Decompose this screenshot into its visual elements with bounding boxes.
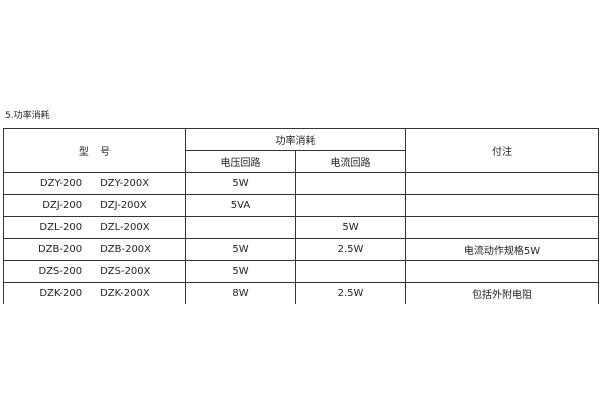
model-a: DZL-200 — [39, 222, 83, 233]
model-a: DZY-200 — [39, 178, 83, 189]
voltage-cell: 8W — [185, 282, 296, 304]
table-row: DZY-200 DZY-200X 5W — [3, 172, 599, 195]
model-cell: DZK-200 DZK-200X — [3, 282, 186, 304]
subheader-row: 电压回路 电流回路 — [4, 150, 599, 173]
model-b: DZJ-200X — [100, 200, 147, 211]
note-cell: 包括外附电阻 — [405, 282, 599, 304]
voltage-cell: 5W — [185, 172, 296, 195]
header-power: 功率消耗 — [185, 128, 406, 151]
model-b: DZL-200X — [100, 222, 150, 233]
current-cell — [295, 260, 406, 283]
table-row: DZK-200 DZK-200X 8W 2.5W 包括外附电阻 — [3, 282, 599, 304]
model-a: DZS-200 — [38, 266, 83, 277]
current-cell: 2.5W — [295, 238, 406, 261]
voltage-cell — [185, 216, 296, 239]
note-cell: 电流动作规格5W — [405, 238, 599, 261]
table-row: DZL-200 DZL-200X 5W — [3, 216, 599, 239]
note-cell — [405, 172, 599, 195]
voltage-cell: 5VA — [185, 194, 296, 217]
table-row: DZJ-200 DZJ-200X 5VA — [3, 194, 599, 217]
model-a: DZJ-200 — [42, 200, 83, 211]
current-cell — [295, 172, 406, 195]
header-voltage: 电压回路 — [185, 150, 296, 173]
header-note: 付注 — [405, 128, 599, 173]
model-cell: DZB-200 DZB-200X — [3, 238, 186, 261]
model-b: DZY-200X — [100, 178, 150, 189]
model-cell: DZJ-200 DZJ-200X — [3, 194, 186, 217]
note-cell — [405, 216, 599, 239]
model-b: DZK-200X — [100, 288, 150, 299]
model-b: DZS-200X — [100, 266, 151, 277]
note-cell — [405, 194, 599, 217]
section-title: 5.功率消耗 — [5, 111, 50, 121]
current-cell: 5W — [295, 216, 406, 239]
model-a: DZB-200 — [37, 244, 83, 255]
note-cell — [405, 260, 599, 283]
model-b: DZB-200X — [100, 244, 152, 255]
header-model: 型 号 — [3, 128, 186, 173]
power-consumption-table: 型 号 功率消耗 付注 电压回路 电流回路 DZY-200 DZY-200X 5W D… — [3, 128, 599, 304]
table-row: DZS-200 DZS-200X 5W — [3, 260, 599, 283]
header-row: 型 号 功率消耗 付注 — [3, 128, 599, 173]
header-current: 电流回路 — [295, 150, 406, 173]
model-cell: DZY-200 DZY-200X — [3, 172, 186, 195]
model-cell: DZL-200 DZL-200X — [3, 216, 186, 239]
current-cell: 2.5W — [295, 282, 406, 304]
voltage-cell: 5W — [185, 238, 296, 261]
table-row: DZB-200 DZB-200X 5W 2.5W 电流动作规格5W — [3, 238, 599, 261]
model-a: DZK-200 — [39, 288, 83, 299]
voltage-cell: 5W — [185, 260, 296, 283]
current-cell — [295, 194, 406, 217]
model-cell: DZS-200 DZS-200X — [3, 260, 186, 283]
